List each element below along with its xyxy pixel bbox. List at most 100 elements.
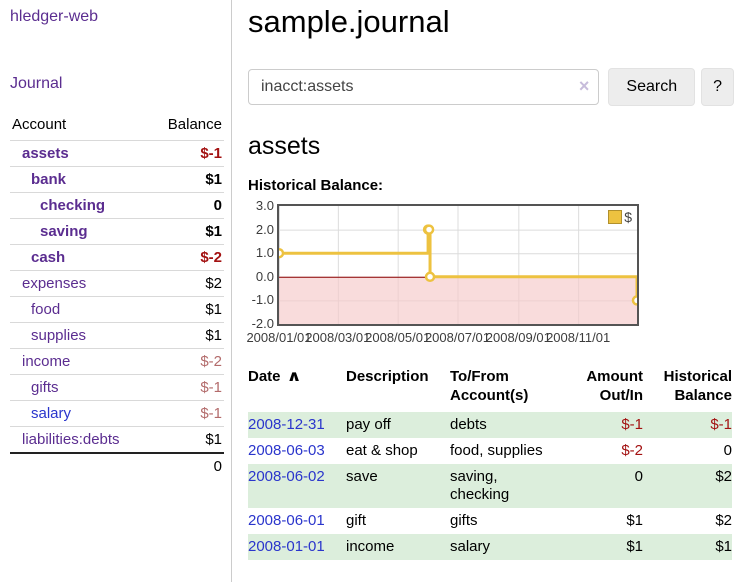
account-balance-value: $1: [149, 166, 224, 193]
chart-legend: $: [607, 210, 633, 224]
chart-title-label: Historical Balance:: [248, 177, 384, 194]
search-bar: × Search ?: [248, 68, 734, 106]
sidebar-account-link[interactable]: assets: [22, 145, 69, 162]
account-name-cell: assets: [10, 140, 150, 167]
sidebar: hledger-web Journal Account Balance asse…: [0, 0, 232, 582]
account-column-header: Account: [12, 116, 67, 133]
accounts-total-row: 0: [10, 452, 224, 479]
transaction-description: income: [346, 538, 395, 555]
help-button[interactable]: ?: [701, 68, 734, 106]
account-balance-value: $-1: [149, 400, 224, 427]
sidebar-account-link[interactable]: bank: [31, 171, 67, 188]
sidebar-account-link[interactable]: income: [22, 353, 71, 370]
account-name-cell: cash: [10, 244, 150, 271]
column-header-date[interactable]: Date ∧: [248, 367, 346, 412]
y-axis-tick-label: -2.0: [251, 316, 274, 331]
search-input[interactable]: [248, 69, 600, 105]
sidebar-account-link[interactable]: food: [31, 301, 61, 318]
account-row: income $-2: [10, 348, 224, 375]
account-name-cell: supplies: [10, 322, 150, 349]
account-balance-value: $1: [149, 296, 224, 323]
y-axis-tick-label: -1.0: [251, 292, 274, 308]
sidebar-account-link[interactable]: supplies: [31, 327, 87, 344]
transaction-date-cell: 2008-01-01: [248, 534, 346, 560]
account-balance-value: 0: [149, 192, 224, 219]
account-heading: assets: [248, 132, 321, 160]
transaction-amount: $-2: [621, 442, 643, 459]
transaction-date-link[interactable]: 2008-12-31: [248, 416, 325, 433]
account-row: supplies $1: [10, 322, 224, 349]
y-axis-tick-label: 0.0: [255, 268, 274, 284]
column-header-label: To/From: [450, 368, 509, 385]
account-balance-value: $2: [149, 270, 224, 297]
account-name-cell: expenses: [10, 270, 150, 297]
account-name-cell: checking: [10, 192, 150, 219]
transaction-date-link[interactable]: 2008-06-02: [248, 468, 325, 485]
transaction-date-cell: 2008-06-01: [248, 508, 346, 534]
sidebar-account-link[interactable]: saving: [40, 223, 88, 240]
sidebar-account-link[interactable]: cash: [31, 249, 66, 266]
search-button[interactable]: Search: [608, 68, 696, 106]
negative-region-shade: [279, 276, 637, 324]
account-row: liabilities:debts $1: [10, 426, 224, 453]
column-header-description: Description: [346, 367, 450, 412]
transaction-accounts: gifts: [450, 512, 478, 529]
search-field-wrap: ×: [248, 69, 600, 105]
transaction-amount: $1: [626, 538, 643, 555]
sidebar-account-link[interactable]: liabilities:debts: [22, 431, 120, 448]
transaction-date-link[interactable]: 2008-06-01: [248, 512, 325, 529]
historical-balance-chart: $ 3.0 2.0 1.0 0.0 -1.0 -2.0 2008/01/01 2008/03/…: [246, 199, 734, 350]
register-table: Date ∧ Description To/From Account(s) Amount O…: [248, 367, 732, 560]
transaction-balance: $1: [715, 538, 732, 555]
column-header-label: Amount: [586, 368, 643, 385]
sidebar-item-journal[interactable]: Journal: [10, 75, 63, 92]
data-point-marker: [424, 271, 436, 283]
y-axis-tick-label: 3.0: [255, 198, 274, 213]
transaction-balance: $2: [715, 512, 732, 529]
app-brand-link[interactable]: hledger-web: [10, 8, 99, 25]
legend-series-label: $: [624, 209, 632, 225]
account-balance-value: $-1: [149, 140, 224, 167]
y-axis-tick-label: 1.0: [255, 245, 274, 261]
balance-column-header: Balance: [167, 116, 222, 133]
accounts-balance-table: Account Balance assets $-1 bank $1 checking 0…: [10, 114, 224, 479]
transaction-row: 2008-01-01 income salary $1 $1: [248, 534, 732, 560]
account-balance-value: $1: [149, 426, 224, 453]
transaction-description: gift: [346, 512, 367, 529]
account-row: food $1: [10, 296, 224, 323]
account-row: cash $-2: [10, 244, 224, 271]
page-title: sample.journal: [248, 4, 450, 39]
account-balance-value: $-2: [149, 348, 224, 375]
account-balance-value: $1: [149, 322, 224, 349]
account-name-cell: saving: [10, 218, 150, 245]
x-axis-tick-label: 2008/01/01: [246, 330, 312, 345]
sidebar-account-link[interactable]: salary: [31, 405, 72, 422]
transaction-accounts: saving, checking: [450, 468, 510, 503]
transaction-description: pay off: [346, 416, 391, 433]
account-name-cell: income: [10, 348, 150, 375]
column-header-to-from: To/From Account(s): [450, 367, 578, 412]
account-row: bank $1: [10, 166, 224, 193]
transaction-row: 2008-06-03 eat & shop food, supplies $-2 0: [248, 438, 732, 464]
sidebar-account-link[interactable]: gifts: [31, 379, 59, 396]
transaction-row: 2008-06-02 save saving, checking 0 $2: [248, 464, 732, 508]
column-header-label: Historical: [663, 368, 732, 385]
transaction-date-link[interactable]: 2008-01-01: [248, 538, 325, 555]
account-row: salary $-1: [10, 400, 224, 427]
x-axis-tick-label: 2008/11/01: [546, 330, 611, 345]
column-header-label-line2: Account(s): [450, 387, 529, 404]
transaction-row: 2008-06-01 gift gifts $1 $2: [248, 508, 732, 534]
account-balance-value: $-1: [149, 374, 224, 401]
transaction-date-link[interactable]: 2008-06-03: [248, 442, 325, 459]
register-header-row: Date ∧ Description To/From Account(s) Amount O…: [248, 367, 732, 412]
clear-search-icon[interactable]: ×: [578, 76, 590, 96]
sidebar-account-link[interactable]: checking: [40, 197, 106, 214]
column-header-label: Date: [248, 368, 281, 385]
column-header-amount: Amount Out/In: [578, 367, 643, 412]
transaction-date-cell: 2008-06-03: [248, 438, 346, 464]
x-axis-tick-label: 2008/03/01: [305, 330, 371, 345]
transaction-balance: $-1: [710, 416, 732, 433]
transaction-accounts: debts: [450, 416, 487, 433]
account-row: assets $-1: [10, 140, 224, 167]
sidebar-account-link[interactable]: expenses: [22, 275, 87, 292]
